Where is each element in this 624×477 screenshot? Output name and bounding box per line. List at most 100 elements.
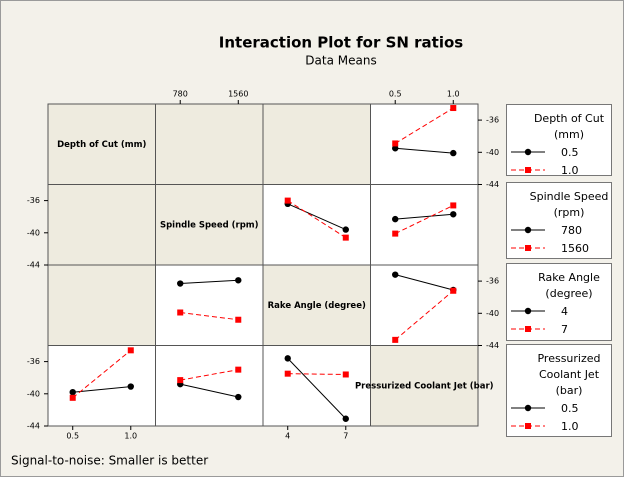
marker: [525, 167, 531, 173]
legend: Spindle Speed (rpm) 780 1560: [506, 182, 612, 259]
marker: [450, 202, 457, 209]
marker: [127, 347, 134, 354]
marker: [450, 287, 457, 294]
legend-title: Pressurized Coolant Jet (bar): [537, 352, 601, 397]
legend-entry: 4: [507, 302, 611, 320]
y-tick-label: -40: [486, 309, 499, 318]
panel: [47, 345, 156, 427]
legend-swatch: [511, 148, 545, 156]
panel: [262, 184, 371, 266]
x-tick-label: 0.5: [389, 90, 402, 99]
x-tick-label: 1560: [228, 90, 248, 99]
legend-entry: 1560: [507, 239, 611, 257]
chart-subtitle: Data Means: [305, 54, 376, 68]
empty-cell: [47, 103, 156, 185]
marker: [342, 415, 349, 422]
legend-entry: 1.0: [507, 417, 611, 435]
x-tick-label: 4: [285, 432, 290, 441]
panel: [370, 264, 479, 346]
legend-label: 0.5: [561, 401, 579, 415]
empty-cell: [262, 103, 371, 185]
marker: [524, 148, 532, 156]
x-tick-label: 780: [173, 90, 188, 99]
factor-label: Pressurized Coolant Jet (bar): [355, 381, 494, 391]
legend-label: 4: [561, 304, 568, 318]
marker: [392, 230, 399, 237]
marker: [342, 234, 349, 241]
interaction-line: [394, 290, 454, 341]
legend-swatch: [511, 226, 545, 234]
y-tick-label: -36: [486, 277, 499, 286]
legend: Rake Angle (degree) 4 7: [506, 263, 612, 341]
panel: [370, 184, 479, 266]
marker: [69, 388, 76, 396]
legend-swatch: [511, 245, 545, 251]
marker: [342, 226, 349, 233]
y-tick-label: -40: [486, 148, 499, 157]
interaction-line: [180, 369, 239, 381]
legend: Depth of Cut (mm) 0.5 1.0: [506, 104, 612, 176]
marker: [524, 307, 532, 315]
interaction-line: [395, 147, 454, 154]
interaction-line: [395, 204, 454, 235]
legend-swatch: [511, 167, 545, 173]
interaction-line: [287, 373, 346, 375]
marker: [284, 197, 291, 204]
marker: [525, 245, 531, 251]
empty-cell: [370, 345, 479, 427]
marker: [235, 277, 242, 284]
legend-title: Rake Angle (degree): [538, 271, 600, 300]
marker: [127, 383, 134, 390]
legend-entry: 7: [507, 320, 611, 338]
interaction-line: [180, 311, 239, 321]
y-tick-label: -44: [486, 341, 499, 350]
interaction-line: [180, 279, 239, 285]
factor-label: Spindle Speed (rpm): [160, 220, 259, 230]
y-tick-label: -36: [27, 357, 40, 366]
y-tick-label: -36: [486, 116, 499, 125]
marker: [392, 271, 399, 278]
y-tick-label: -40: [27, 389, 40, 398]
marker: [342, 371, 349, 378]
marker: [235, 316, 242, 323]
legend-label: 7: [561, 322, 568, 336]
marker: [525, 326, 531, 332]
legend-swatch: [511, 423, 545, 429]
interaction-line: [395, 274, 454, 291]
marker: [284, 370, 291, 377]
y-tick-label: -40: [27, 228, 40, 237]
marker: [392, 336, 399, 343]
empty-cell: [262, 264, 371, 346]
y-tick-label: -44: [27, 422, 40, 431]
legend-entry: 0.5: [507, 399, 611, 417]
marker: [525, 423, 531, 429]
x-tick-label: 1.0: [447, 90, 460, 99]
interaction-line: [72, 349, 132, 399]
x-tick-label: 0.5: [66, 432, 79, 441]
interaction-line: [287, 200, 347, 239]
legend-swatch: [511, 404, 545, 412]
empty-cell: [47, 184, 156, 266]
legend-swatch: [511, 326, 545, 332]
marker: [450, 211, 457, 218]
legend-entry: 1.0: [507, 161, 611, 176]
panel: [155, 264, 264, 346]
panel: [155, 345, 264, 427]
legend-swatch: [511, 307, 545, 315]
marker: [177, 309, 184, 316]
empty-cell: [155, 103, 264, 185]
legend-entry: 780: [507, 221, 611, 239]
interaction-line: [394, 107, 454, 144]
legend-label: 0.5: [561, 145, 579, 159]
factor-label: Depth of Cut (mm): [57, 140, 146, 150]
panel: [370, 103, 479, 185]
legend-label: 1.0: [561, 163, 579, 176]
marker: [235, 366, 242, 373]
legend-title: Spindle Speed (rpm): [529, 190, 609, 219]
marker: [235, 393, 242, 401]
x-tick-label: 7: [343, 432, 348, 441]
interaction-line: [180, 383, 239, 398]
interaction-line: [287, 203, 346, 231]
